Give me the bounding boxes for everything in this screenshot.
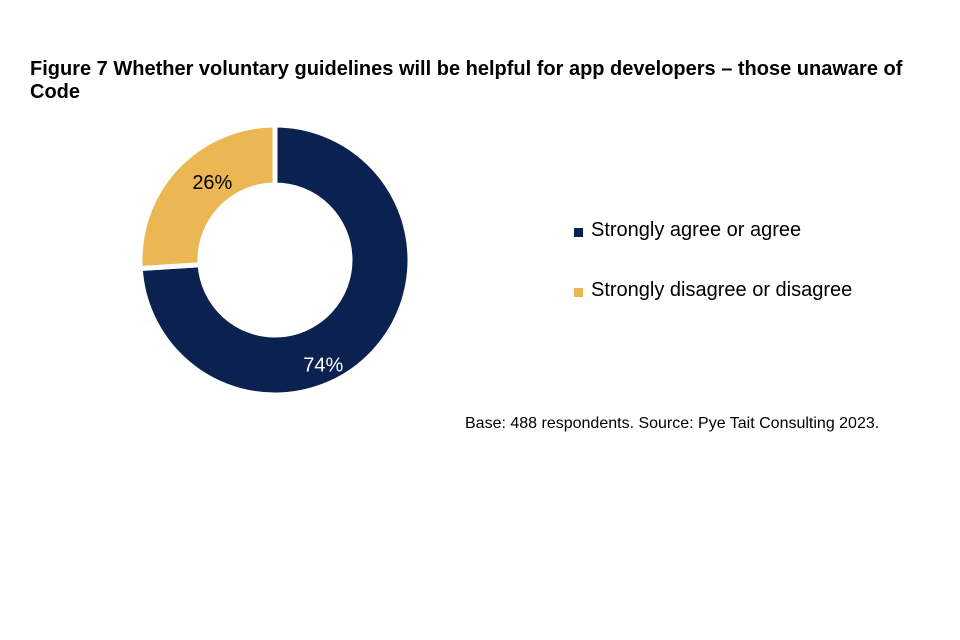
slice-disagree xyxy=(137,122,278,272)
legend-item-disagree: Strongly disagree or disagree xyxy=(574,276,852,304)
chart-legend: Strongly agree or agree Strongly disagre… xyxy=(574,216,852,336)
data-label-disagree: 26% xyxy=(192,172,232,194)
legend-label-disagree: Strongly disagree or disagree xyxy=(591,278,853,301)
data-label-agree: 74% xyxy=(303,354,343,376)
legend-item-agree: Strongly agree or agree xyxy=(574,216,852,244)
slice-labels: 74% 26% xyxy=(192,172,343,376)
legend-swatch-agree xyxy=(574,227,583,237)
legend-swatch-disagree xyxy=(574,287,583,297)
source-note: Base: 488 respondents. Source: Pye Tait … xyxy=(465,415,880,432)
legend-label-agree: Strongly agree or agree xyxy=(591,218,802,241)
slice-agree xyxy=(137,122,413,398)
donut-slices xyxy=(137,122,413,398)
chart-title: Figure 7 Whether voluntary guidelines wi… xyxy=(30,58,903,103)
